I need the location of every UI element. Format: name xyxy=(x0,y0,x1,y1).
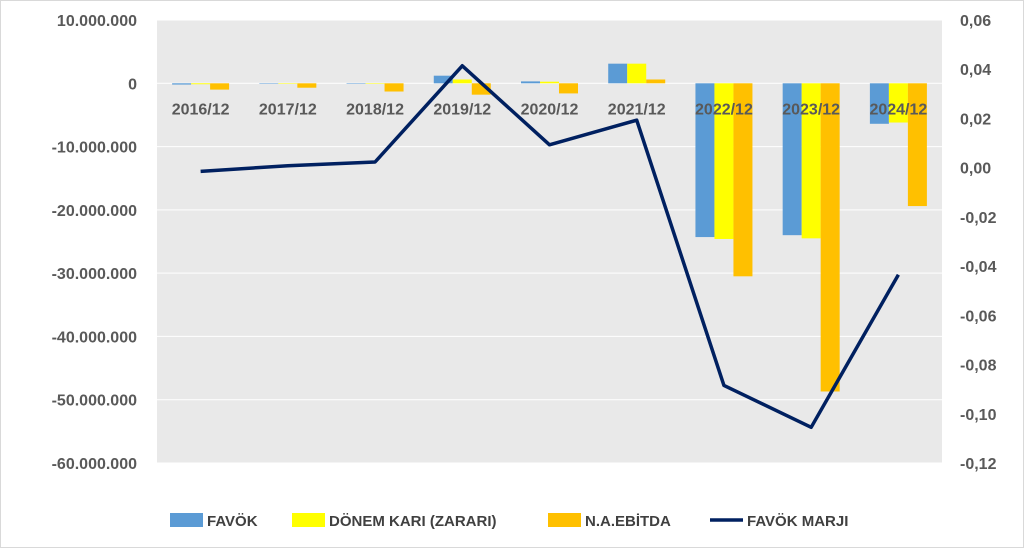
category-label: 2018/12 xyxy=(346,101,404,118)
category-label: 2023/12 xyxy=(782,101,840,118)
bar xyxy=(888,83,908,123)
bar xyxy=(521,81,540,84)
right-axis-tick-label: -0,06 xyxy=(960,308,997,325)
bar xyxy=(297,83,317,88)
bar xyxy=(433,75,453,84)
category-label: 2021/12 xyxy=(608,101,666,118)
left-axis-tick-label: 10.000.000 xyxy=(57,13,137,30)
legend-swatch xyxy=(292,513,325,527)
legend-swatch xyxy=(548,513,581,527)
right-axis-tick-label: 0,00 xyxy=(960,161,991,178)
left-axis-tick-label: -40.000.000 xyxy=(52,329,138,346)
left-axis-tick-label: -60.000.000 xyxy=(52,456,138,473)
left-axis-tick-label: -10.000.000 xyxy=(52,140,138,157)
category-label: 2024/12 xyxy=(869,101,927,118)
bar xyxy=(714,83,734,239)
category-label: 2017/12 xyxy=(259,101,317,118)
right-axis-tick-label: -0,12 xyxy=(960,456,997,473)
bar xyxy=(471,83,491,95)
bar xyxy=(210,83,230,90)
category-label: 2020/12 xyxy=(521,101,579,118)
category-label: 2022/12 xyxy=(695,101,753,118)
bar xyxy=(365,83,385,84)
right-axis-tick-label: -0,10 xyxy=(960,407,997,424)
bar xyxy=(259,83,279,84)
bar xyxy=(733,83,753,277)
right-axis-tick-label: 0,04 xyxy=(960,62,991,79)
bar xyxy=(646,79,666,84)
legend-label: N.A.EBİTDA xyxy=(585,513,671,530)
bar xyxy=(820,83,840,392)
right-axis-tick-label: 0,02 xyxy=(960,111,991,128)
bar xyxy=(695,83,715,238)
bar xyxy=(869,83,889,124)
right-axis-ticks: 0,06 0,04 0,02 0,00 -0,02 -0,04 -0,06 -0,08 -0,1… xyxy=(960,13,997,473)
right-axis-tick-label: -0,02 xyxy=(960,210,997,227)
category-labels: 2016/12 2017/12 2018/12 2019/12 2020/12 2021/… xyxy=(172,101,928,118)
legend-label: FAVÖK MARJI xyxy=(747,513,848,530)
bar xyxy=(627,63,647,84)
bar xyxy=(278,83,298,84)
bar xyxy=(191,83,211,85)
bar xyxy=(907,83,927,207)
left-axis-tick-label: -30.000.000 xyxy=(52,266,138,283)
category-label: 2019/12 xyxy=(433,101,491,118)
legend-label: DÖNEM KARI (ZARARI) xyxy=(329,513,496,530)
bar xyxy=(608,63,628,84)
bar xyxy=(540,81,559,84)
left-axis-ticks: 10.000.000 0 -10.000.000 -20.000.000 -30.000… xyxy=(52,13,138,473)
bar xyxy=(801,83,821,239)
bar xyxy=(782,83,802,236)
legend: FAVÖK DÖNEM KARI (ZARARI) N.A.EBİTDA FAVÖK … xyxy=(170,513,848,530)
bar xyxy=(384,83,404,92)
category-label: 2016/12 xyxy=(172,101,230,118)
legend-swatch xyxy=(170,513,203,527)
right-axis-tick-label: -0,08 xyxy=(960,358,997,375)
left-axis-tick-label: -20.000.000 xyxy=(52,203,138,220)
series-line xyxy=(200,64,900,430)
line-series xyxy=(200,64,900,430)
left-axis-tick-label: -50.000.000 xyxy=(52,393,138,410)
left-axis-tick-label: 0 xyxy=(128,76,137,93)
bar-series xyxy=(172,63,927,392)
right-axis-tick-label: -0,04 xyxy=(960,259,997,276)
bar xyxy=(172,83,192,85)
legend-label: FAVÖK xyxy=(207,513,258,530)
bar xyxy=(452,79,472,84)
right-axis-tick-label: 0,06 xyxy=(960,13,991,30)
bar xyxy=(559,83,578,94)
bar xyxy=(346,83,366,84)
